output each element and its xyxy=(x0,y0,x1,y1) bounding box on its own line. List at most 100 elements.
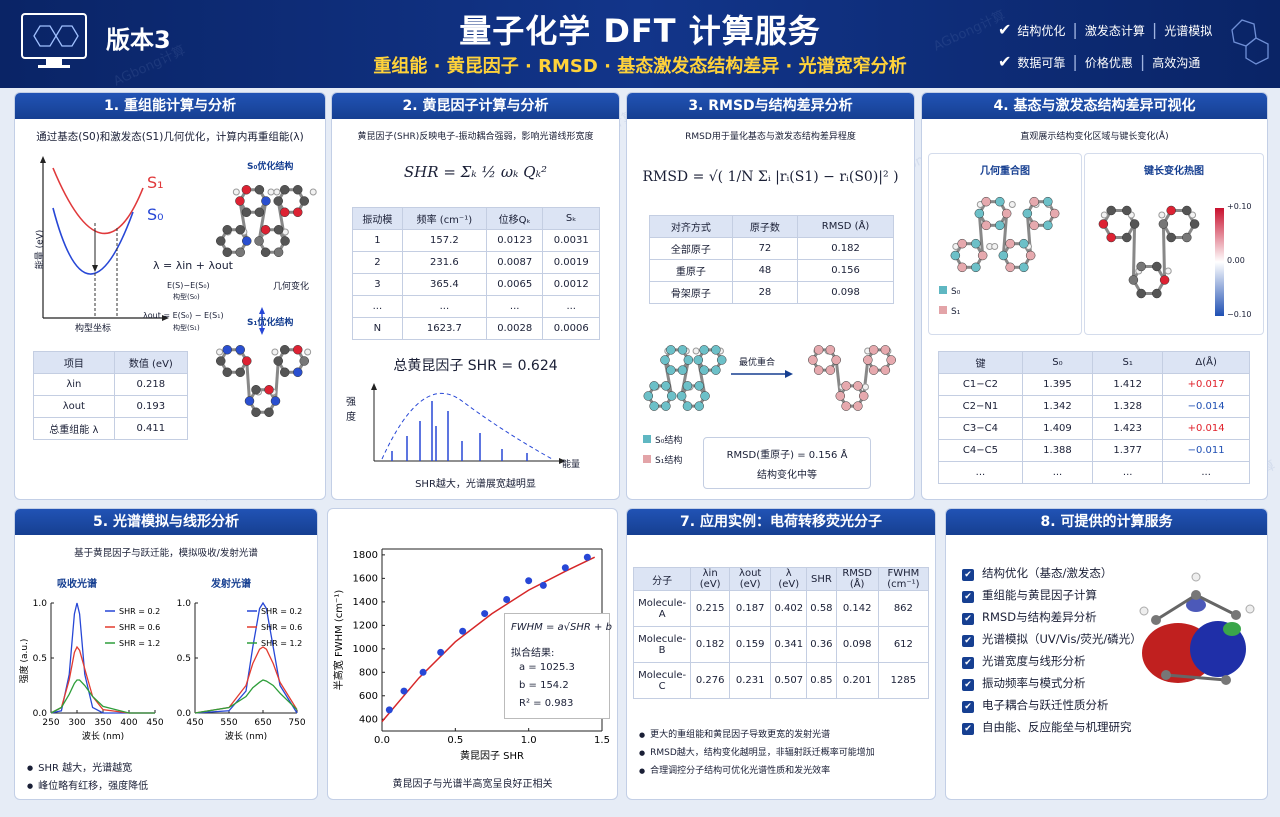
cell: 1.412 xyxy=(1092,373,1164,396)
atom xyxy=(880,365,891,375)
subpanel: 几何重合图 S₀ S₁ xyxy=(928,153,1082,335)
cell: 0.0123 xyxy=(485,229,544,252)
cell: 0.182 xyxy=(690,626,731,663)
x-axis-label: 波长 (nm) xyxy=(82,730,124,742)
y-tick-label: 1600 xyxy=(353,573,378,584)
colorbar-label: +0.10 xyxy=(1227,202,1252,211)
panel-title: 3. RMSD与结构差异分析 xyxy=(627,93,914,119)
decor-rect xyxy=(38,65,70,68)
atom xyxy=(271,348,279,356)
bond xyxy=(274,360,280,402)
cell: C4−C5 xyxy=(938,439,1023,462)
legend-text: S₁ xyxy=(951,307,961,317)
panel-title: 2. 黄昆因子计算与分析 xyxy=(332,93,619,119)
row: 3 365.4 0.0065 0.0012 xyxy=(352,273,600,296)
atom xyxy=(998,250,1009,261)
x-tick-label: 0.0 xyxy=(374,735,390,746)
atom xyxy=(661,381,671,391)
header-cell: 原子数 xyxy=(731,215,799,238)
decor-span xyxy=(939,306,947,314)
tags: ✔ 结构优化 | 激发态计算 | 光谱模拟 xyxy=(998,20,1212,39)
atom xyxy=(1122,205,1132,216)
cell: ... xyxy=(542,295,600,318)
atom xyxy=(825,345,836,355)
cell: 0.156 xyxy=(797,259,894,282)
cell: +0.014 xyxy=(1162,417,1250,440)
atom xyxy=(677,365,688,375)
line xyxy=(194,646,298,714)
cell: 0.098 xyxy=(835,626,879,663)
atom xyxy=(853,401,863,411)
cell: 0.0087 xyxy=(485,251,544,274)
x-tick-label: 400 xyxy=(120,718,137,728)
service-item: 自由能、反应能垒与机理研究 xyxy=(962,719,1132,735)
atom xyxy=(676,391,687,401)
atom xyxy=(831,355,841,365)
header-icon xyxy=(21,13,87,68)
atom xyxy=(280,207,290,218)
cell: 0.201 xyxy=(835,662,879,699)
bullet: 峰位略有红移，强度降低 xyxy=(27,777,148,792)
x-tick-label: 300 xyxy=(68,718,85,728)
atom xyxy=(280,367,290,378)
atom xyxy=(971,262,981,273)
point xyxy=(503,595,511,603)
atom xyxy=(861,383,869,391)
tag: 结构优化 xyxy=(1017,24,1066,38)
atom xyxy=(699,365,709,375)
header-cell: RMSD (Å) xyxy=(797,215,894,238)
atom xyxy=(981,220,991,231)
atom xyxy=(241,207,252,218)
axis-label: 强度 xyxy=(346,397,356,423)
atom xyxy=(835,391,846,401)
panel-title: 1. 重组能计算与分析 xyxy=(15,93,325,119)
row: 骨架原子 28 0.098 xyxy=(649,281,894,304)
desc: 基于黄昆因子与跃迁能，模拟吸收/发射光谱 xyxy=(74,548,258,559)
subtitle: 键长变化热图 xyxy=(1144,166,1204,177)
atom xyxy=(694,401,704,411)
atom xyxy=(683,355,694,365)
cell: 0.402 xyxy=(770,590,808,627)
decor-circle xyxy=(1245,604,1255,614)
decor-polygon xyxy=(40,156,46,163)
legend-label: SHR = 1.2 xyxy=(261,639,302,648)
atom xyxy=(666,345,676,355)
atom xyxy=(694,381,704,391)
cell: 骨架原子 xyxy=(649,281,733,304)
atom xyxy=(1049,208,1060,219)
atom xyxy=(991,243,999,250)
decor-polygon xyxy=(785,370,793,378)
x-tick-label: 1.0 xyxy=(521,735,537,746)
tags: ✔ 数据可靠 | 价格优惠 | 高效沟通 xyxy=(998,52,1200,71)
molecule xyxy=(216,184,317,258)
atom xyxy=(1182,232,1192,243)
subpanel: 键长变化热图 +0.10 0.00 −0.10 xyxy=(1084,153,1264,335)
decor-line xyxy=(1195,593,1237,617)
label: 几何变化 xyxy=(273,282,310,292)
atom xyxy=(1029,196,1039,207)
atom xyxy=(1122,232,1132,243)
atom xyxy=(261,196,271,206)
atom xyxy=(264,384,274,395)
cell: 2 xyxy=(352,251,403,274)
atom xyxy=(1005,262,1015,273)
legend: S₀ xyxy=(939,286,960,297)
tag: 高效沟通 xyxy=(1152,56,1201,70)
header-row: 分子 λin (eV) λout (eV) λ (eV) SHR RMSD (Å) FWHM… xyxy=(632,567,930,591)
bond xyxy=(862,359,870,397)
separator: | xyxy=(1139,52,1146,71)
atom xyxy=(280,344,290,355)
header-cell: FWHM (cm⁻¹) xyxy=(877,567,930,591)
header-cell: RMSD (Å) xyxy=(835,567,879,591)
formula: SHR = Σₖ ½ ωₖ Qₖ² xyxy=(403,163,548,181)
axis-label: 能量 xyxy=(562,460,581,470)
header-cell: Sₖ xyxy=(542,207,600,230)
table: 键 S₀ S₁ Δ(Å) C1−C2 1.395 1.412 +0.017 C2−N1 1.342… xyxy=(938,351,1250,484)
panel-title: 4. 基态与激发态结构差异可视化 xyxy=(922,93,1267,119)
y-tick-label: 0.0 xyxy=(33,709,48,719)
decor-polygon xyxy=(162,315,169,321)
bond xyxy=(257,200,268,242)
row: C2−N1 1.342 1.328 −0.014 xyxy=(938,395,1250,418)
atom xyxy=(242,236,252,246)
